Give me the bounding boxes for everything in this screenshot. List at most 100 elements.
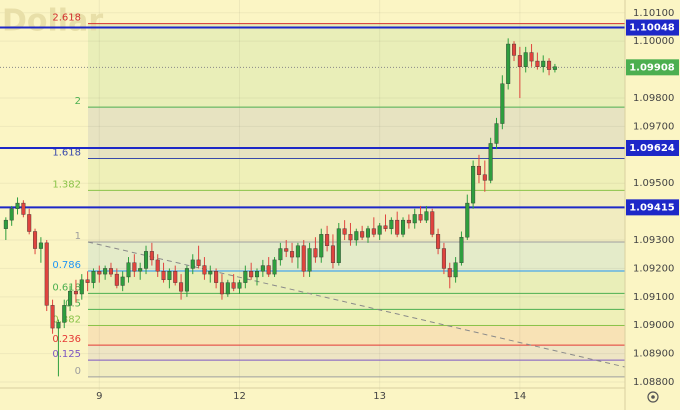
- candle-body: [179, 282, 184, 292]
- price-badge: [626, 139, 679, 156]
- candle-body: [33, 231, 38, 249]
- price-lines: [0, 26, 625, 209]
- candle-body: [512, 43, 517, 56]
- y-tick-label: 1.08800: [633, 377, 674, 388]
- price-badge-label: 1.09624: [629, 143, 675, 154]
- y-tick-label: 1.08900: [633, 349, 674, 360]
- candle-body: [126, 262, 131, 278]
- candle-body: [529, 52, 534, 62]
- candles: [3, 38, 557, 377]
- candle-body: [494, 123, 499, 144]
- candle-body: [506, 43, 511, 84]
- fib-label: 0.5: [65, 298, 81, 309]
- candle-body: [167, 271, 172, 280]
- fib-label: 2: [75, 96, 81, 107]
- candle-body: [108, 268, 113, 275]
- candle-body: [97, 271, 102, 275]
- fib-label: 0.382: [52, 315, 81, 326]
- candle-body: [161, 271, 166, 280]
- candle-body: [290, 251, 295, 258]
- candle-body: [383, 225, 388, 229]
- y-tick-label: 1.09200: [633, 263, 674, 274]
- fib-label: 2.618: [52, 13, 81, 24]
- candle-body: [79, 279, 84, 295]
- fib-zone: [88, 107, 625, 159]
- price-badge-label: 1.09415: [629, 202, 675, 213]
- price-badge: [626, 199, 679, 216]
- last-price-label: 1.09908: [629, 62, 675, 73]
- candle-body: [91, 271, 96, 283]
- settings-gear[interactable]: [647, 391, 659, 403]
- candle-body: [336, 228, 341, 263]
- candle-body: [196, 259, 201, 266]
- y-tick-label: 1.10100: [633, 8, 674, 19]
- candle-body: [330, 245, 335, 263]
- candle-body: [144, 251, 149, 269]
- candle-body: [348, 234, 353, 241]
- y-tick-label: 1.09000: [633, 320, 674, 331]
- candle-body: [68, 290, 73, 306]
- candle-body: [138, 268, 143, 272]
- candle-body: [202, 265, 207, 275]
- watermark: Dollar: [2, 4, 103, 39]
- settings-icon[interactable]: [647, 391, 659, 403]
- candle-body: [237, 282, 242, 289]
- x-tick-label: 9: [96, 391, 102, 402]
- fib-label: 0.618: [52, 282, 81, 293]
- fib-label: 1: [75, 231, 81, 242]
- last-price-badge: [626, 59, 679, 76]
- grid: [0, 0, 625, 390]
- candle-body: [85, 279, 90, 283]
- candle-body: [307, 248, 312, 272]
- candle-body: [301, 245, 306, 272]
- fib-label: 0.125: [52, 349, 81, 360]
- candle-body: [278, 248, 283, 261]
- candle-body: [184, 268, 189, 292]
- fib-zones: [88, 23, 625, 377]
- candle-body: [3, 219, 8, 229]
- fib-zone: [88, 309, 625, 326]
- candle-body: [73, 290, 78, 295]
- candle-body: [517, 55, 522, 67]
- candle-body: [173, 271, 178, 283]
- candle-body: [535, 60, 540, 67]
- fib-levels: 2.618 2 1.618 1.382 1 0.786 0.618 0.5 0.382 0.236…: [52, 13, 625, 378]
- candle-body: [243, 271, 248, 283]
- fib-zone: [88, 345, 625, 361]
- candle-body: [523, 52, 528, 67]
- fib-zone: [88, 158, 625, 191]
- axes: 1.10100 1.10000 1.09800 1.09700 1.09500 1.093…: [96, 8, 679, 402]
- candle-body: [482, 174, 487, 181]
- fib-zone: [88, 242, 625, 271]
- candle-body: [365, 228, 371, 238]
- candle-body: [260, 265, 265, 272]
- candle-body: [284, 248, 289, 252]
- x-tick-label: 14: [513, 391, 526, 402]
- candle-body: [254, 271, 260, 278]
- candle-body: [325, 234, 330, 246]
- candle-body: [155, 259, 160, 272]
- candle-body: [441, 248, 446, 269]
- candle-body: [371, 228, 376, 235]
- candle-body: [401, 219, 406, 235]
- candle-body: [360, 231, 365, 238]
- candle-body: [208, 271, 213, 275]
- candle-body: [149, 251, 154, 261]
- price-badge: [626, 19, 679, 36]
- candle-body: [190, 259, 195, 269]
- candle-body: [500, 83, 505, 124]
- candle-body: [114, 273, 119, 286]
- y-tick-label: 1.09300: [633, 235, 674, 246]
- candle-body: [120, 276, 125, 286]
- candle-body: [62, 305, 67, 323]
- settings-dot[interactable]: [651, 395, 655, 399]
- y-tick-label: 1.09500: [633, 178, 674, 189]
- candle-body: [313, 248, 318, 258]
- candle-body: [465, 202, 470, 238]
- candle-body: [27, 214, 32, 232]
- candle-body: [50, 305, 55, 329]
- candle-body: [21, 202, 26, 215]
- candle-body: [418, 214, 423, 221]
- fib-zone: [88, 325, 625, 346]
